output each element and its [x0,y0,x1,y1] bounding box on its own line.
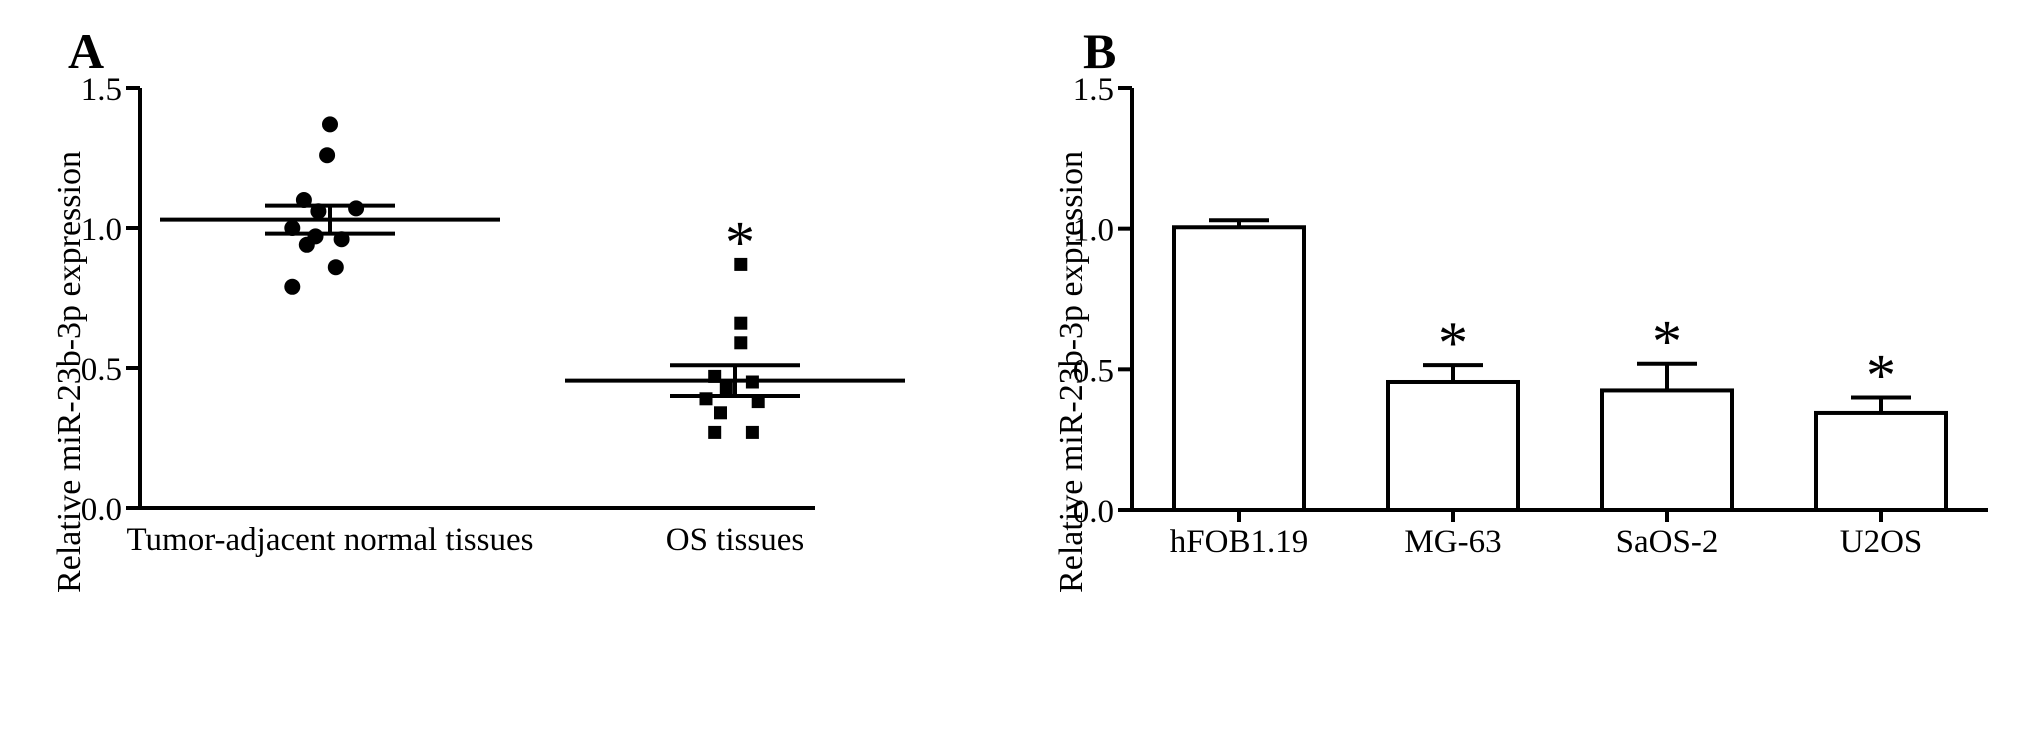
panel-a-point-os [714,406,727,420]
panel-b-ytick-label: 0.5 [1073,353,1114,389]
panel-b-category-label: MG-63 [1404,524,1501,560]
panel-b-category-label: hFOB1.19 [1170,524,1308,560]
panel-b-bar [1172,225,1306,512]
panel-a-point-normal [327,259,344,276]
panel-b-bar [1386,379,1520,513]
panel-b-bar [1814,410,1948,512]
panel-a-point-normal [319,147,336,164]
panel-b-significance-star: * [1438,310,1468,376]
panel-a-point-normal [298,236,315,253]
panel-a-point-normal [284,278,301,295]
panel-a-point-os [708,425,722,439]
panel-a-point-os [734,257,748,271]
panel-b-bar [1600,388,1734,512]
panel-a-category-label: OS tissues [666,522,804,558]
panel-b-category-label: SaOS-2 [1616,524,1719,560]
panel-b-ytick-label: 1.5 [1073,72,1114,108]
panel-a-ytick-label: 1.5 [81,72,122,108]
panel-a-significance-star: * [725,209,755,275]
panel-a-ytick-label: 0.0 [81,492,122,528]
panel-a-ytick-label: 1.0 [81,212,122,248]
panel-b-ytick-label: 1.0 [1073,213,1114,249]
panel-b-ytick-label: 0.0 [1073,494,1114,530]
panel-a-point-normal [322,116,338,133]
panel-a-category-label: Tumor-adjacent normal tissues [127,522,534,558]
panel-a-point-os [734,336,748,350]
panel-b-significance-star: * [1652,309,1682,375]
panel-b-ylabel: Relative miR-23b-3p expression [1053,151,1090,593]
panel-b-significance-star: * [1866,342,1896,408]
panel-b-category-label: U2OS [1840,524,1923,560]
panel-a-point-os [751,395,765,409]
panel-a-point-os [719,381,733,395]
panel-a-ytick-label: 0.5 [81,352,122,388]
panel-a-point-os [734,316,748,330]
panel-a-point-normal [348,200,365,217]
panel-b: B Relative miR-23b-3p expression 0.0 0.5 1… [1053,23,1988,593]
panel-a-label: A [68,23,104,79]
panel-a-point-os [745,425,759,439]
panel-b-label: B [1083,23,1116,79]
panel-a-ylabel: Relative miR-23b-3p expression [51,151,88,593]
panel-a: A Relative miR-23b-3p expression 0.0 0.5 1… [51,23,905,593]
